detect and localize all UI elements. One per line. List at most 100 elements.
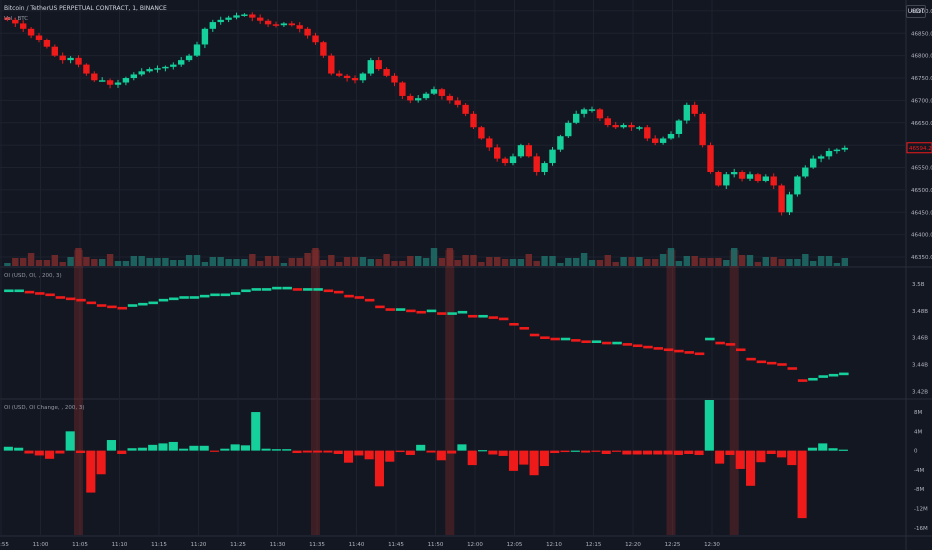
candle-body <box>841 147 848 150</box>
candle-body <box>91 73 98 81</box>
oi-change-bar <box>3 446 13 451</box>
candle-body <box>470 113 477 128</box>
oi-bar <box>313 288 323 291</box>
candle-body <box>486 138 493 148</box>
oi-change-bar <box>447 450 457 454</box>
volume-bar <box>438 258 446 266</box>
oi-change-bar <box>807 447 817 451</box>
oi-bar <box>674 349 684 353</box>
volume-bar <box>715 258 722 266</box>
currency-button[interactable]: USDT <box>906 5 926 18</box>
volume-bar <box>43 260 51 266</box>
candle-body <box>810 158 817 168</box>
oi-change-bar <box>467 450 477 466</box>
candle-body <box>225 17 232 20</box>
oi-bar <box>632 344 643 348</box>
volume-bar <box>509 259 517 266</box>
symbol-title: Bitcoin / TetherUS PERPETUAL CONTRACT, 1… <box>4 5 167 12</box>
candle-body <box>249 14 256 18</box>
oi-change-bar <box>34 450 44 456</box>
oi-change-bar <box>828 448 838 451</box>
candle-body <box>462 104 469 114</box>
oi-change-tick-label: 0 <box>914 449 918 455</box>
time-tick-label: 11:30 <box>270 542 286 548</box>
oi-change-bar <box>45 450 55 459</box>
candle-body <box>517 145 525 157</box>
candle-body <box>620 125 627 128</box>
candle-body <box>415 98 422 101</box>
candle-body <box>193 44 201 56</box>
volume-bar <box>628 257 635 266</box>
oi-change-bar <box>776 450 787 458</box>
oi-change-bar <box>488 450 498 455</box>
oi-change-bar <box>302 450 312 453</box>
volume-bar <box>817 256 825 266</box>
volume-bar <box>296 258 303 266</box>
candle-body <box>217 19 224 23</box>
volume-bar <box>533 261 540 266</box>
volume-bar <box>272 256 280 266</box>
oi-change-bar <box>704 400 714 451</box>
candle-body <box>178 60 185 65</box>
oi-bar <box>272 286 282 290</box>
oi-bar <box>282 286 292 290</box>
volume-bar <box>841 258 848 266</box>
oi-bar <box>76 298 86 302</box>
candle-body <box>478 127 485 139</box>
oi-change-axis: 8M 4M 0 -4M -8M -12M -16M <box>914 410 928 532</box>
volume-bar <box>312 248 319 266</box>
oi-change-bar <box>477 450 488 452</box>
oi-change-bar <box>787 450 797 466</box>
oi-bar <box>591 340 602 344</box>
volume-bar <box>154 258 161 266</box>
oi-bar <box>364 298 375 302</box>
volume-bar <box>217 257 224 266</box>
volume-bar <box>288 258 295 266</box>
oi-bar <box>406 309 416 313</box>
price-tick-label: 46350.0 <box>911 255 932 261</box>
candle-body <box>652 138 659 143</box>
volume-bar <box>59 262 66 266</box>
oi-tick-label: 3.46B <box>912 336 928 342</box>
candle-body <box>351 78 359 81</box>
candle-body <box>557 136 564 150</box>
oi-bar <box>107 305 117 309</box>
volume-bar <box>770 257 777 266</box>
volume-bar <box>225 259 232 266</box>
oi-bar <box>127 304 138 307</box>
oi-bar <box>839 372 849 376</box>
volume-bar <box>83 257 90 266</box>
oi-bar <box>354 296 365 299</box>
volume-label: Vol · BTC <box>4 16 29 22</box>
volume-bar <box>667 248 675 266</box>
oi-change-bar <box>622 450 632 455</box>
oi-bar <box>344 294 354 298</box>
volume-bar <box>494 257 501 266</box>
candle-body <box>683 104 690 121</box>
time-tick-label: 12:05 <box>507 542 523 548</box>
volume-bar <box>810 261 817 266</box>
oi-bar <box>261 288 272 291</box>
time-tick-label: 11:00 <box>33 542 49 548</box>
oi-change-bar <box>601 450 611 454</box>
volume-bar <box>249 254 256 266</box>
candle-body <box>343 75 351 79</box>
volume-bar <box>707 258 714 266</box>
oi-bar <box>199 294 210 298</box>
volume-bar <box>501 259 509 266</box>
candle-body <box>533 156 540 173</box>
volume-bar <box>351 257 359 266</box>
candle-body <box>99 80 106 82</box>
volume-bar <box>486 257 493 266</box>
volume-bar <box>51 255 58 266</box>
candle-body <box>106 80 114 85</box>
volume-bar <box>778 259 785 266</box>
volume-bar <box>462 255 469 266</box>
oi-bar <box>138 302 148 306</box>
volume-bar <box>130 256 137 266</box>
oi-change-bar <box>117 450 127 454</box>
time-tick-label: 12:20 <box>625 542 641 548</box>
candle-body <box>738 172 746 179</box>
volume-bar <box>794 259 801 266</box>
